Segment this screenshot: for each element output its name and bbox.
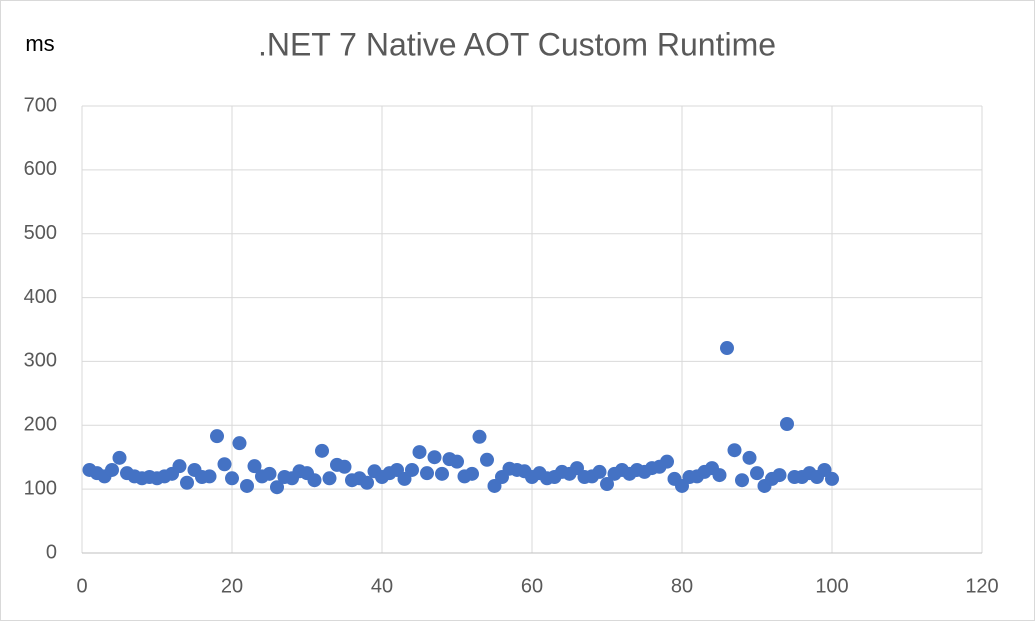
x-tick-label: 0 [76,575,87,597]
y-tick-label: 600 [24,158,57,180]
point [727,443,742,458]
x-tick-label: 120 [965,575,998,597]
point [472,429,487,444]
y-tick-label: 200 [24,414,57,436]
point [405,462,419,477]
point [742,450,757,465]
point [480,452,494,467]
point [360,475,374,490]
point [337,459,352,474]
point [427,450,442,465]
x-tick-label: 60 [521,575,543,597]
chart-title: .NET 7 Native AOT Custom Runtime [258,26,776,62]
y-tick-label: 100 [24,477,57,499]
point [420,466,434,481]
x-tick-label: 40 [371,575,393,597]
y-tick-label: 400 [24,286,57,308]
x-tick-label: 20 [221,575,243,597]
point [112,450,127,465]
y-tick-label: 300 [24,350,57,372]
point [750,466,764,481]
point [232,436,247,451]
point [262,466,277,481]
y-axis-label: ms [25,31,54,56]
point [307,473,322,488]
point [180,475,194,490]
point [202,469,217,484]
point [210,429,224,444]
point [660,454,674,469]
point [240,478,254,493]
point [772,468,787,483]
x-tick-label: 100 [815,575,848,597]
point [247,459,262,474]
point [592,464,607,479]
point [315,443,329,458]
point [270,480,284,495]
point [712,468,727,483]
x-tick-label: 80 [671,575,693,597]
point [322,471,337,486]
y-tick-label: 500 [24,222,57,244]
point [735,473,749,488]
point [105,462,119,477]
point [412,445,427,460]
point [217,457,232,472]
point [225,471,239,486]
point [435,466,449,481]
point [465,466,479,481]
point [720,341,734,356]
y-tick-label: 700 [24,94,57,116]
point [780,417,794,432]
point [172,459,187,474]
y-tick-label: 0 [46,541,57,563]
point [600,477,614,492]
point [450,454,464,469]
point [825,471,839,486]
